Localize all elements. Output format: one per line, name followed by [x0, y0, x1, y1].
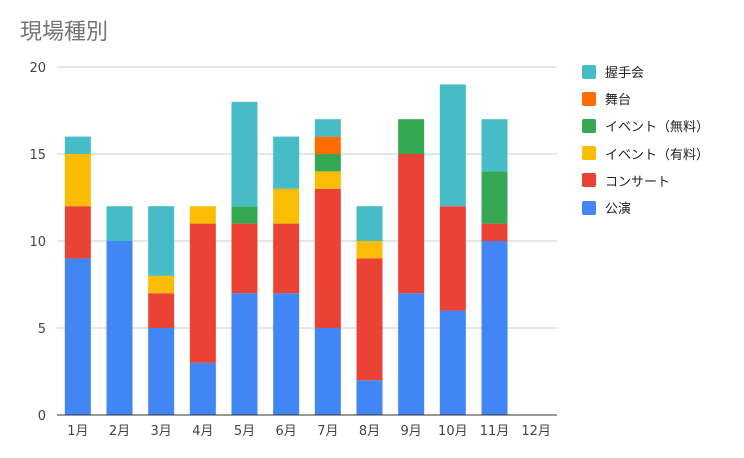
bar-segment	[106, 206, 133, 241]
gridlines	[57, 66, 557, 329]
bar-segment	[231, 206, 258, 224]
chart-title: 現場種別	[20, 20, 109, 45]
bar-segment	[231, 293, 258, 415]
legend-item: イベント（有料）	[582, 140, 709, 167]
bar-segment	[398, 154, 425, 294]
legend-item: 握手会	[582, 58, 709, 85]
x-tick-label: 8月	[359, 424, 380, 439]
x-tick-label: 12月	[521, 424, 551, 439]
bar-segment	[314, 136, 341, 154]
axes: 0 5 10 15 20 1月 2月 3月 4月 5月 6月 7月 8月 9月 10月 11月 12月	[29, 61, 557, 439]
bar-series	[64, 84, 508, 415]
x-tick-label: 9月	[401, 424, 422, 439]
legend-item: 舞台	[582, 85, 709, 112]
bar-segment	[314, 328, 341, 415]
legend-item: 公演	[582, 194, 709, 221]
y-tick-label: 10	[29, 235, 46, 250]
bar-segment	[356, 258, 383, 381]
bar-segment	[64, 154, 91, 207]
bar-segment	[481, 241, 508, 415]
bar-segment	[398, 119, 425, 154]
bar-segment	[314, 119, 341, 137]
bar-segment	[148, 328, 175, 415]
bar-segment	[64, 258, 91, 415]
bar-segment	[273, 223, 300, 294]
bar-segment	[356, 380, 383, 415]
bar-segment	[64, 136, 91, 154]
legend-swatch	[582, 91, 596, 106]
x-tick-label: 2月	[109, 424, 130, 439]
y-tick-label: 5	[38, 322, 46, 337]
y-tick-label: 0	[38, 409, 46, 424]
bar-segment	[439, 84, 466, 207]
bar-segment	[148, 275, 175, 294]
bar-segment	[273, 293, 300, 415]
bar-segment	[314, 171, 341, 189]
legend-swatch	[582, 173, 596, 188]
bar-segment	[439, 310, 466, 415]
x-tick-label: 10月	[438, 424, 468, 439]
y-tick-label: 15	[29, 148, 46, 163]
bar-segment	[314, 188, 341, 328]
legend-swatch	[582, 64, 596, 79]
bar-segment	[273, 136, 300, 189]
bar-segment	[64, 206, 91, 259]
bar-segment	[189, 223, 216, 363]
legend-label: イベント（有料）	[605, 147, 710, 163]
y-tick-label: 20	[29, 61, 46, 76]
legend-label: 舞台	[605, 93, 632, 109]
legend-item: コンサート	[582, 167, 709, 194]
bar-segment	[106, 241, 133, 415]
bar-segment	[481, 171, 508, 224]
x-tick-label: 11月	[480, 424, 510, 439]
legend-label: コンサート	[605, 174, 671, 190]
x-tick-label: 5月	[234, 424, 255, 439]
bar-segment	[481, 119, 508, 172]
x-tick-label: 4月	[192, 424, 213, 439]
x-tick-label: 3月	[151, 424, 172, 439]
bar-segment	[189, 206, 216, 224]
bar-segment	[231, 223, 258, 294]
legend-item: イベント（無料）	[582, 112, 709, 139]
x-tick-label: 7月	[317, 424, 338, 439]
bar-segment	[356, 241, 383, 259]
legend-label: 握手会	[605, 66, 645, 82]
bar-segment	[148, 206, 175, 276]
x-tick-label: 1月	[67, 424, 88, 439]
x-tick-label: 6月	[276, 424, 297, 439]
bar-segment	[189, 362, 216, 415]
legend-swatch	[582, 200, 596, 215]
bar-segment	[148, 293, 175, 328]
bar-segment	[314, 154, 341, 172]
legend: 握手会舞台イベント（無料） イベント（有料） コンサート公演	[582, 58, 709, 221]
bar-segment	[273, 188, 300, 224]
bar-segment	[398, 293, 425, 415]
bar-segment	[439, 206, 466, 311]
legend-label: イベント（無料）	[605, 120, 710, 136]
bar-segment	[356, 206, 383, 241]
bar-segment	[481, 223, 508, 241]
legend-label: 公演	[605, 202, 632, 218]
bar-segment	[231, 101, 258, 207]
legend-swatch	[582, 146, 596, 161]
legend-swatch	[582, 118, 596, 133]
